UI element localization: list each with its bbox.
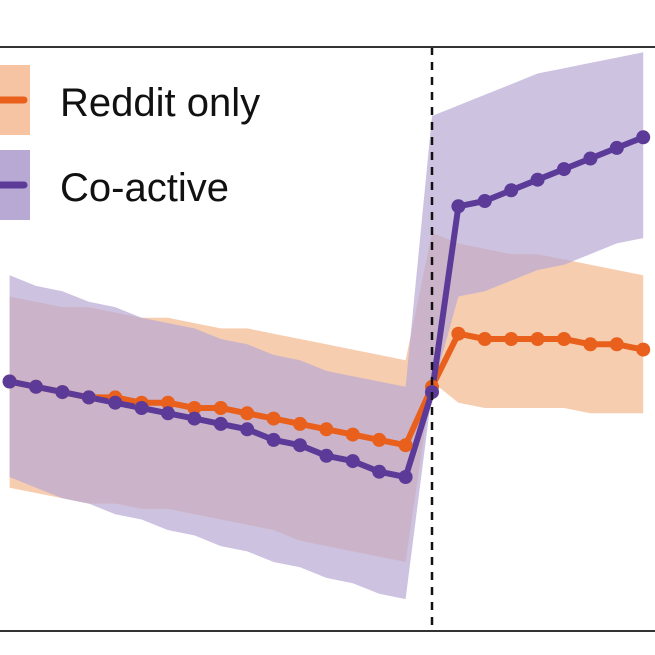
point-co-active-19 xyxy=(504,183,519,198)
point-co-active-0 xyxy=(2,374,17,389)
point-co-active-2 xyxy=(55,385,70,400)
legend-label-reddit-only: Reddit only xyxy=(60,81,260,125)
point-reddit-only-11 xyxy=(293,416,307,431)
point-reddit-only-13 xyxy=(345,427,360,442)
point-reddit-only-20 xyxy=(530,332,545,346)
point-co-active-24 xyxy=(636,130,651,145)
point-reddit-only-18 xyxy=(477,332,492,346)
band-co-active xyxy=(9,52,644,600)
point-reddit-only-12 xyxy=(319,422,334,437)
point-co-active-15 xyxy=(398,470,413,484)
point-reddit-only-7 xyxy=(187,401,202,415)
legend-entry-reddit-only: Reddit only xyxy=(0,65,260,135)
point-co-active-21 xyxy=(557,162,571,177)
confidence-bands xyxy=(9,52,644,600)
point-co-active-18 xyxy=(477,194,492,208)
point-reddit-only-21 xyxy=(557,332,571,346)
point-co-active-20 xyxy=(530,172,545,187)
point-co-active-14 xyxy=(372,464,387,479)
point-reddit-only-15 xyxy=(398,438,413,453)
point-co-active-10 xyxy=(266,432,281,447)
point-reddit-only-17 xyxy=(451,326,466,341)
point-reddit-only-22 xyxy=(583,337,598,352)
point-co-active-9 xyxy=(240,422,255,437)
point-co-active-13 xyxy=(345,454,360,469)
point-reddit-only-6 xyxy=(161,395,175,410)
point-co-active-6 xyxy=(161,406,175,421)
point-co-active-4 xyxy=(108,395,123,410)
point-co-active-5 xyxy=(134,401,149,415)
series-points xyxy=(2,130,651,484)
point-co-active-3 xyxy=(81,390,96,405)
point-co-active-11 xyxy=(293,438,307,453)
legend-entry-co-active: Co-active xyxy=(0,150,229,220)
point-co-active-22 xyxy=(583,151,598,166)
point-reddit-only-9 xyxy=(240,406,255,421)
legend: Reddit only Co-active xyxy=(0,65,260,220)
point-co-active-1 xyxy=(29,379,43,394)
point-co-active-23 xyxy=(609,140,624,155)
point-co-active-12 xyxy=(319,448,334,463)
legend-label-co-active: Co-active xyxy=(60,166,229,210)
point-reddit-only-8 xyxy=(213,401,228,415)
point-reddit-only-19 xyxy=(504,332,519,346)
point-co-active-8 xyxy=(213,416,228,431)
point-co-active-17 xyxy=(451,199,466,214)
point-co-active-7 xyxy=(187,411,202,426)
point-reddit-only-24 xyxy=(636,342,651,357)
point-reddit-only-23 xyxy=(609,337,624,352)
point-reddit-only-10 xyxy=(266,411,281,426)
point-reddit-only-14 xyxy=(372,432,387,447)
